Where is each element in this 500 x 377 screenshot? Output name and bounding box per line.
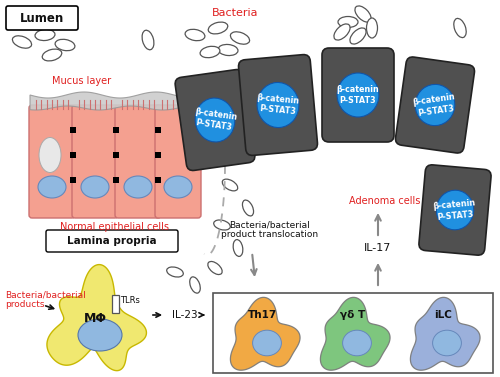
Ellipse shape [39, 138, 61, 173]
Bar [70, 152, 76, 158]
Ellipse shape [334, 24, 350, 40]
Ellipse shape [257, 83, 299, 127]
Text: β-catenin
P-STAT3: β-catenin P-STAT3 [412, 92, 458, 118]
Text: Adenoma cells: Adenoma cells [350, 196, 420, 206]
Ellipse shape [415, 84, 455, 126]
Bar [113, 152, 119, 158]
Text: β-catenin
P-STAT3: β-catenin P-STAT3 [256, 93, 300, 117]
Ellipse shape [436, 190, 474, 230]
Text: Bacteria/bacterial
products: Bacteria/bacterial products [5, 290, 86, 310]
Ellipse shape [42, 49, 62, 61]
Ellipse shape [350, 28, 366, 44]
Ellipse shape [355, 6, 371, 22]
Ellipse shape [190, 277, 200, 293]
FancyBboxPatch shape [115, 105, 161, 218]
Text: Lamina propria: Lamina propria [67, 236, 157, 246]
Text: MΦ: MΦ [84, 311, 106, 325]
Bar [70, 177, 76, 183]
Ellipse shape [166, 267, 184, 277]
Text: Lumen: Lumen [20, 12, 64, 25]
Ellipse shape [195, 98, 235, 142]
Ellipse shape [55, 39, 75, 51]
Ellipse shape [233, 240, 243, 256]
Text: Th17: Th17 [248, 310, 278, 320]
Ellipse shape [432, 330, 462, 356]
FancyBboxPatch shape [322, 48, 394, 142]
Ellipse shape [220, 295, 236, 305]
FancyBboxPatch shape [175, 69, 255, 170]
Text: Normal epithelial cells: Normal epithelial cells [60, 222, 170, 232]
FancyBboxPatch shape [419, 165, 491, 255]
Ellipse shape [78, 319, 122, 351]
Text: IL-23: IL-23 [172, 310, 198, 320]
FancyBboxPatch shape [72, 105, 118, 218]
Polygon shape [47, 265, 146, 371]
Ellipse shape [124, 176, 152, 198]
Text: β-catenin
P-STAT3: β-catenin P-STAT3 [192, 107, 238, 133]
Ellipse shape [208, 262, 222, 274]
Bar [112, 295, 119, 313]
Ellipse shape [200, 46, 220, 58]
FancyBboxPatch shape [396, 57, 474, 153]
Text: IL-17: IL-17 [364, 243, 392, 253]
Ellipse shape [164, 176, 192, 198]
Ellipse shape [38, 176, 66, 198]
Text: Bacteria: Bacteria [212, 8, 258, 18]
FancyBboxPatch shape [155, 105, 201, 218]
Bar [155, 177, 161, 183]
Ellipse shape [208, 22, 228, 34]
Ellipse shape [142, 30, 154, 50]
Polygon shape [30, 92, 210, 110]
Bar [113, 177, 119, 183]
FancyBboxPatch shape [238, 55, 318, 155]
Text: TLRs: TLRs [120, 296, 140, 305]
Ellipse shape [214, 220, 230, 230]
Text: γδ T: γδ T [340, 310, 365, 320]
Ellipse shape [342, 330, 372, 356]
Ellipse shape [338, 17, 358, 28]
FancyBboxPatch shape [6, 6, 78, 30]
Text: β-catenin
P-STAT3: β-catenin P-STAT3 [433, 198, 477, 222]
FancyBboxPatch shape [46, 230, 178, 252]
FancyBboxPatch shape [29, 105, 75, 218]
Bar [155, 127, 161, 133]
Ellipse shape [252, 330, 282, 356]
Ellipse shape [35, 29, 55, 41]
Ellipse shape [218, 44, 238, 55]
Bar [155, 152, 161, 158]
Ellipse shape [230, 32, 250, 44]
Polygon shape [320, 297, 390, 370]
Polygon shape [410, 297, 480, 370]
Text: Mucus layer: Mucus layer [52, 76, 111, 86]
Ellipse shape [222, 179, 238, 191]
Ellipse shape [12, 36, 32, 48]
Polygon shape [230, 297, 300, 370]
Ellipse shape [366, 18, 378, 38]
Text: β-catenin
P-STAT3: β-catenin P-STAT3 [336, 85, 380, 105]
Text: Bacteria/bacterial
product translocation: Bacteria/bacterial product translocation [222, 220, 318, 239]
Ellipse shape [337, 73, 379, 117]
Ellipse shape [242, 200, 254, 216]
FancyBboxPatch shape [213, 293, 493, 373]
Text: iLC: iLC [434, 310, 452, 320]
Ellipse shape [81, 176, 109, 198]
Bar [70, 127, 76, 133]
Ellipse shape [454, 18, 466, 38]
Bar [113, 127, 119, 133]
Ellipse shape [185, 29, 205, 41]
